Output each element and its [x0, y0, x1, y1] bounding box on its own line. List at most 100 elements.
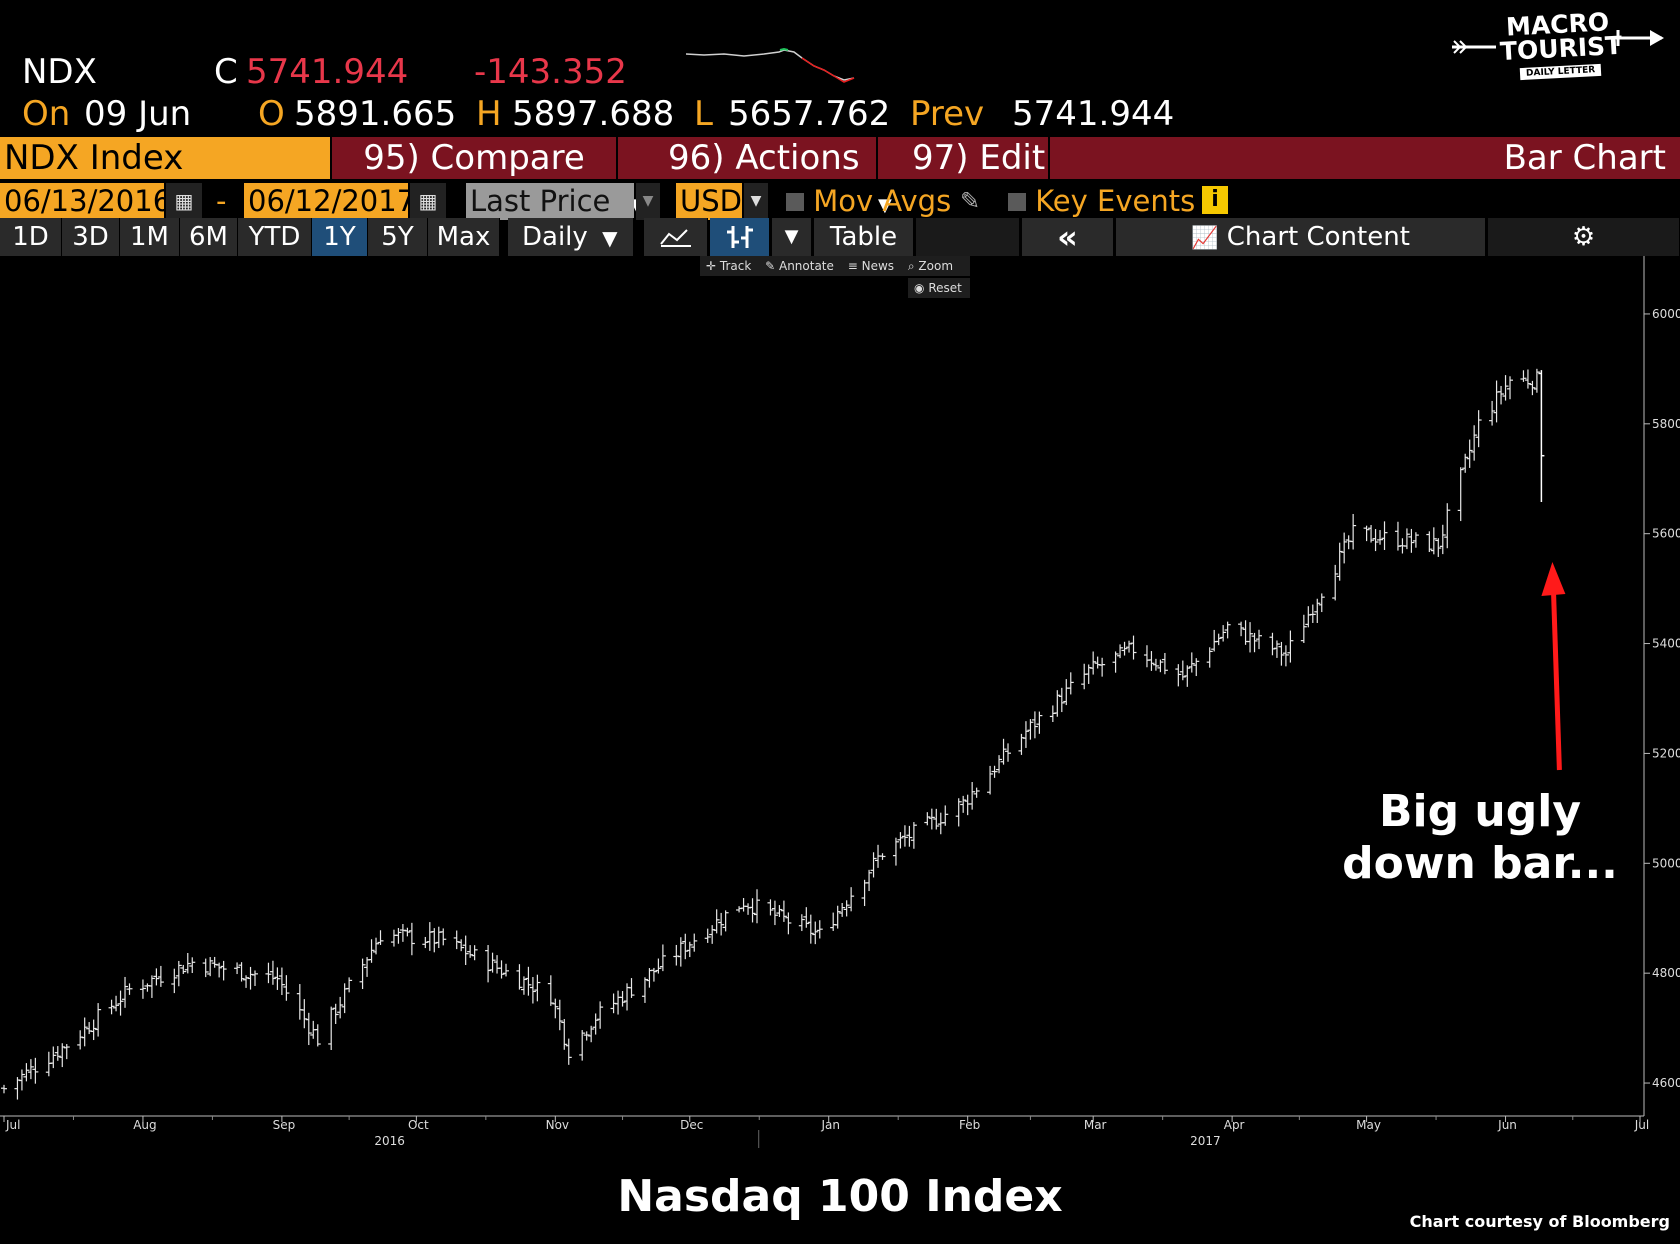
- intraday-sparkline: [685, 47, 855, 83]
- reset-button[interactable]: ◉ Reset: [908, 278, 970, 298]
- x-tick-label: Apr: [1224, 1118, 1245, 1132]
- arrow-shaft: [1550, 587, 1562, 771]
- x-tick-label: Jan: [820, 1118, 840, 1132]
- key-events-label: Key Events: [1035, 184, 1196, 218]
- track-button[interactable]: ✛ Track: [706, 259, 752, 273]
- annotation-line2: down bar...: [1342, 838, 1618, 889]
- news-button[interactable]: ≡ News: [847, 259, 895, 273]
- table-button[interactable]: Table: [814, 218, 914, 256]
- y-tick-label: 5200: [1652, 746, 1680, 760]
- x-tick-label: Sep: [273, 1118, 296, 1132]
- macro-tourist-logo: MACRO TOURIST DAILY LETTER: [1448, 7, 1668, 92]
- high-label: H: [476, 94, 502, 134]
- chart-type-label[interactable]: Bar Chart: [1050, 137, 1680, 179]
- frequency-select[interactable]: Daily ▼: [508, 218, 634, 256]
- change-value: -143.352: [474, 52, 627, 92]
- edit-button[interactable]: 97) Edit ▼: [878, 137, 1048, 216]
- period-max[interactable]: Max: [428, 218, 500, 256]
- info-icon[interactable]: i: [1202, 186, 1228, 214]
- calendar-icon[interactable]: ▦: [166, 183, 202, 220]
- zoom-button[interactable]: ⌕ Zoom: [907, 259, 954, 273]
- bar-chart-icon[interactable]: [710, 218, 770, 256]
- reset-icon: ◉: [914, 281, 925, 295]
- pencil-icon[interactable]: ✎: [960, 187, 981, 215]
- y-tick-label: 6000: [1652, 307, 1680, 321]
- x-tick-label: Nov: [546, 1118, 569, 1132]
- date-dash: -: [216, 184, 227, 218]
- x-tick-label: Aug: [133, 1118, 156, 1132]
- close-value: 5741.944: [246, 52, 409, 92]
- start-date-field[interactable]: 06/13/2016: [0, 183, 171, 220]
- low-value: 5657.762: [728, 94, 891, 134]
- y-tick-label: 5600: [1652, 527, 1680, 541]
- annotate-button[interactable]: ✎ Annotate: [765, 259, 834, 273]
- security-field[interactable]: NDX Index: [0, 137, 330, 179]
- quote-date: 09 Jun: [84, 94, 192, 134]
- mov-avgs-toggle[interactable]: Mov Avgs: [786, 183, 951, 220]
- y-tick-label: 4600: [1652, 1076, 1680, 1090]
- news-label: News: [861, 259, 895, 273]
- year-label: 2017: [1190, 1134, 1221, 1148]
- reset-label: Reset: [928, 281, 962, 295]
- chart-plot: 4600 4800 5000 5200 5400 5600 5800 6000 Jul Aug Se…: [0, 256, 1680, 1148]
- high-value: 5897.688: [512, 94, 675, 134]
- chevron-down-icon[interactable]: ▼: [772, 218, 812, 256]
- period-3d[interactable]: 3D: [62, 218, 120, 256]
- chevron-down-icon: ▼: [602, 226, 618, 250]
- toolbar-spacer: [916, 218, 1020, 256]
- prev-value: 5741.944: [1012, 94, 1175, 134]
- mini-toolbar: ✛ Track ✎ Annotate ≡ News ⌕ Zoom: [700, 256, 970, 276]
- end-date-field[interactable]: 06/12/2017: [244, 183, 415, 220]
- y-tick-label: 5400: [1652, 637, 1680, 651]
- chart-content-button[interactable]: 📈 Chart Content: [1116, 218, 1486, 256]
- currency-select[interactable]: USD: [676, 183, 742, 220]
- on-label: On: [22, 94, 71, 134]
- x-tick-label: Mar: [1084, 1118, 1107, 1132]
- x-tick-label: Oct: [408, 1118, 429, 1132]
- period-6m[interactable]: 6M: [180, 218, 238, 256]
- calendar-icon[interactable]: ▦: [410, 183, 446, 220]
- key-events-toggle[interactable]: Key Events: [1008, 183, 1195, 220]
- annotation-group: [1541, 561, 1566, 771]
- checkbox-icon: [786, 193, 804, 211]
- mov-avgs-label: Mov Avgs: [813, 184, 952, 218]
- open-value: 5891.665: [294, 94, 457, 134]
- checkbox-icon: [1008, 193, 1026, 211]
- low-label: L: [694, 94, 713, 134]
- period-1m[interactable]: 1M: [120, 218, 180, 256]
- period-ytd[interactable]: YTD: [238, 218, 312, 256]
- collapse-button[interactable]: «: [1022, 218, 1114, 256]
- x-tick-label: Jun: [1497, 1118, 1517, 1132]
- annotation-line1: Big ugly: [1378, 786, 1582, 837]
- x-tick-label: Feb: [959, 1118, 980, 1132]
- ohlc-series: [1, 368, 1545, 1100]
- year-label: 2016: [374, 1134, 405, 1148]
- chevron-down-icon[interactable]: ▼: [744, 183, 768, 220]
- frequency-label: Daily: [522, 222, 588, 252]
- period-5y[interactable]: 5Y: [368, 218, 428, 256]
- arrow-up-icon: [1541, 561, 1566, 596]
- actions-button[interactable]: 96) Actions ▼: [618, 137, 876, 216]
- gear-icon[interactable]: ⚙: [1488, 218, 1680, 256]
- y-tick-label: 4800: [1652, 966, 1680, 980]
- compare-button[interactable]: 95) Compare: [332, 137, 616, 179]
- y-tick-label: 5000: [1652, 856, 1680, 870]
- x-tick-label: May: [1356, 1118, 1381, 1132]
- line-chart-icon[interactable]: [644, 218, 708, 256]
- period-1d[interactable]: 1D: [0, 218, 62, 256]
- x-tick-label: Jul: [1634, 1118, 1649, 1132]
- arrow-left-icon: [1452, 40, 1496, 54]
- track-label: Track: [719, 259, 752, 273]
- edit-label: 97) Edit: [912, 138, 1046, 178]
- annotation-text: Big ugly down bar...: [1340, 786, 1620, 890]
- logo-line2: TOURIST: [1499, 30, 1623, 67]
- actions-label: 96) Actions: [668, 138, 860, 178]
- arrow-right-icon: [1616, 30, 1664, 46]
- period-1y[interactable]: 1Y: [312, 218, 368, 256]
- prev-label: Prev: [910, 94, 985, 134]
- field-select[interactable]: Last Price: [466, 183, 634, 220]
- annotate-label: Annotate: [778, 259, 834, 273]
- chevron-down-icon[interactable]: ▼: [636, 183, 660, 220]
- axes: 4600 4800 5000 5200 5400 5600 5800 6000 Jul Aug Se…: [0, 256, 1680, 1148]
- chart-credit: Chart courtesy of Bloomberg: [1409, 1212, 1670, 1231]
